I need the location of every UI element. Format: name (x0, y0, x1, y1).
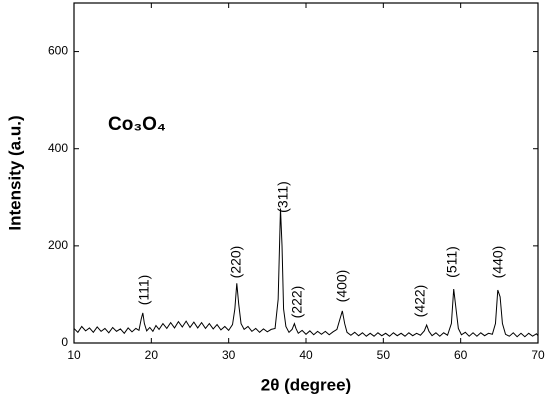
x-tick-label: 20 (145, 348, 159, 362)
y-tick-label: 400 (48, 141, 68, 155)
y-axis-title: Intensity (a.u.) (5, 115, 24, 230)
peak-label: (440) (490, 246, 506, 279)
x-tick-label: 10 (67, 348, 81, 362)
x-tick-label: 60 (454, 348, 468, 362)
peak-label: (311) (275, 181, 291, 213)
x-axis-title: 2θ (degree) (261, 375, 351, 394)
peak-label: (422) (412, 285, 428, 318)
sample-label: Co₃O₄ (108, 114, 166, 135)
x-tick-label: 70 (531, 348, 545, 362)
y-tick-label: 200 (48, 238, 68, 252)
peak-label: (400) (334, 270, 350, 303)
y-tick-label: 600 (48, 44, 68, 58)
y-tick-label: 0 (61, 335, 68, 349)
xrd-line (73, 208, 539, 338)
peak-label: (220) (228, 246, 244, 279)
peak-label: (111) (136, 275, 152, 306)
peak-label: (222) (289, 286, 305, 319)
x-tick-label: 50 (377, 348, 391, 362)
peak-label: (511) (444, 246, 460, 278)
x-tick-label: 40 (299, 348, 313, 362)
x-tick-label: 30 (222, 348, 236, 362)
